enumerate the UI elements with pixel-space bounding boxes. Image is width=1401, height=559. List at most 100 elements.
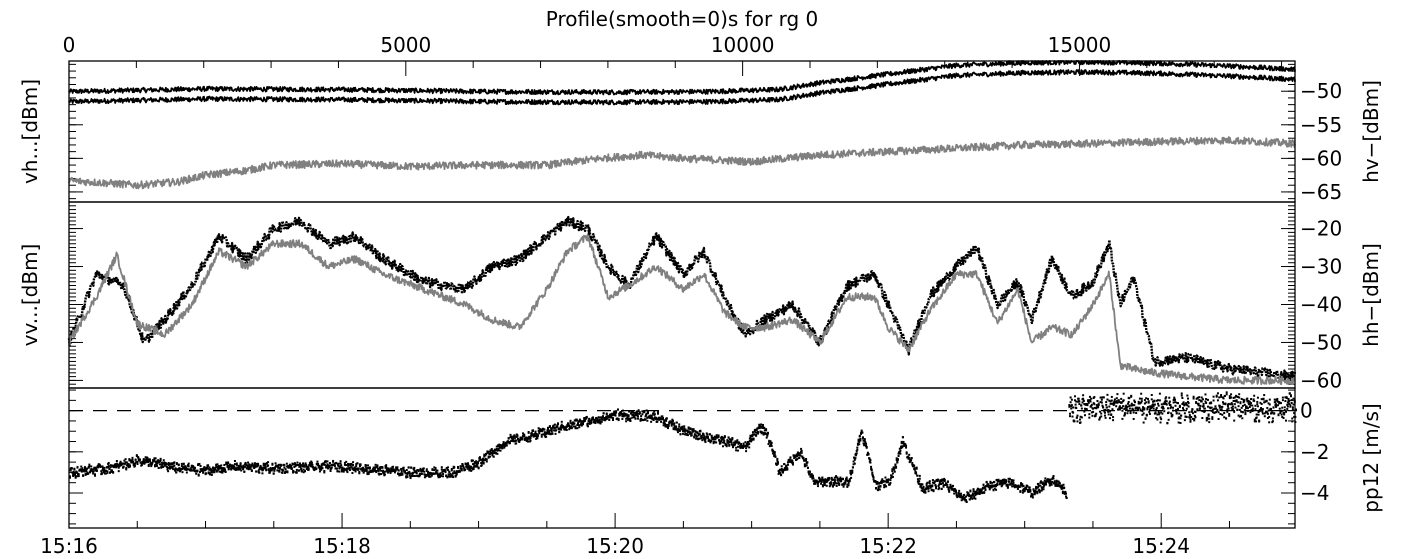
scatter-point	[1276, 400, 1279, 403]
scatter-point	[69, 475, 71, 478]
scatter-point	[221, 471, 224, 474]
scatter-point	[215, 469, 218, 472]
scatter-point	[786, 463, 789, 466]
scatter-point	[969, 490, 972, 493]
scatter-point	[85, 469, 88, 472]
scatter-point	[460, 465, 463, 468]
scatter-point	[1220, 395, 1223, 398]
scatter-point	[688, 430, 691, 433]
scatter-point	[760, 425, 763, 428]
scatter-point	[149, 462, 152, 465]
scatter-point	[804, 464, 807, 467]
scatter-point	[622, 415, 625, 418]
scatter-point	[430, 474, 433, 477]
scatter-point	[1068, 412, 1071, 415]
scatter-point	[516, 434, 519, 437]
scatter-point	[470, 465, 473, 468]
scatter-point	[836, 478, 839, 481]
scatter-point	[485, 452, 488, 455]
scatter-point	[343, 469, 346, 472]
scatter-point	[946, 485, 949, 488]
scatter-point	[1078, 418, 1081, 421]
scatter-point	[535, 435, 538, 438]
scatter-point	[1142, 406, 1145, 409]
scatter-point	[594, 422, 597, 425]
scatter-point	[348, 469, 351, 472]
x-tick-label-bottom: 15:20	[586, 534, 644, 558]
scatter-point	[229, 464, 232, 467]
scatter-point	[955, 491, 958, 494]
scatter-point	[131, 456, 134, 459]
scatter-point	[896, 461, 899, 464]
scatter-point	[547, 427, 550, 430]
scatter-point	[920, 483, 923, 486]
scatter-point	[382, 469, 385, 472]
scatter-point	[1118, 406, 1121, 409]
scatter-point	[1125, 408, 1128, 411]
scatter-point	[703, 438, 706, 441]
scatter-point	[620, 411, 623, 414]
scatter-point	[1243, 403, 1246, 406]
scatter-point	[1291, 408, 1294, 411]
scatter-point	[123, 459, 126, 462]
scatter-point	[153, 464, 156, 467]
scatter-point	[620, 413, 623, 416]
scatter-point	[662, 422, 665, 425]
scatter-point	[401, 472, 404, 475]
scatter-point	[831, 484, 834, 487]
scatter-point	[712, 442, 715, 445]
scatter-point	[850, 473, 853, 476]
scatter-point	[127, 463, 130, 466]
scatter-point	[88, 465, 91, 468]
scatter-point	[697, 434, 700, 437]
scatter-point	[95, 469, 98, 472]
scatter-point	[103, 472, 106, 475]
scatter-point	[577, 420, 580, 423]
scatter-point	[445, 474, 448, 477]
scatter-point	[303, 470, 306, 473]
scatter-point	[436, 472, 439, 475]
scatter-point	[452, 472, 455, 475]
scatter-point	[735, 449, 738, 452]
scatter-point	[190, 468, 193, 471]
scatter-point	[471, 467, 474, 470]
scatter-point	[1238, 415, 1241, 418]
scatter-point	[750, 440, 753, 443]
scatter-point	[1288, 392, 1291, 395]
scatter-point	[1107, 413, 1110, 416]
scatter-point	[695, 434, 698, 437]
scatter-point	[901, 436, 904, 439]
scatter-point	[396, 468, 399, 471]
scatter-point	[238, 464, 241, 467]
scatter-point	[1153, 403, 1156, 406]
scatter-point	[170, 466, 173, 469]
scatter-point	[948, 490, 951, 493]
scatter-point	[399, 474, 402, 477]
scatter-point	[1267, 402, 1270, 405]
scatter-point	[1157, 402, 1160, 405]
scatter-point	[438, 475, 441, 478]
scatter-point	[1164, 399, 1167, 402]
scatter-point	[323, 463, 326, 466]
scatter-point	[996, 484, 999, 487]
scatter-point	[1244, 413, 1247, 416]
scatter-point	[211, 469, 214, 472]
scatter-point	[512, 440, 515, 443]
scatter-point	[958, 493, 961, 496]
scatter-point	[1253, 394, 1256, 397]
scatter-point	[635, 412, 638, 415]
scatter-point	[568, 424, 571, 427]
scatter-point	[133, 464, 136, 467]
scatter-point	[646, 416, 649, 419]
scatter-point	[1095, 412, 1098, 415]
scatter-point	[1100, 401, 1103, 404]
scatter-point	[776, 457, 779, 460]
scatter-point	[534, 430, 537, 433]
scatter-point	[617, 419, 620, 422]
scatter-point	[497, 449, 500, 452]
scatter-point	[1070, 405, 1073, 408]
scatter-point	[267, 461, 270, 464]
scatter-point	[238, 468, 241, 471]
scatter-point	[172, 462, 175, 465]
scatter-point	[615, 411, 618, 414]
